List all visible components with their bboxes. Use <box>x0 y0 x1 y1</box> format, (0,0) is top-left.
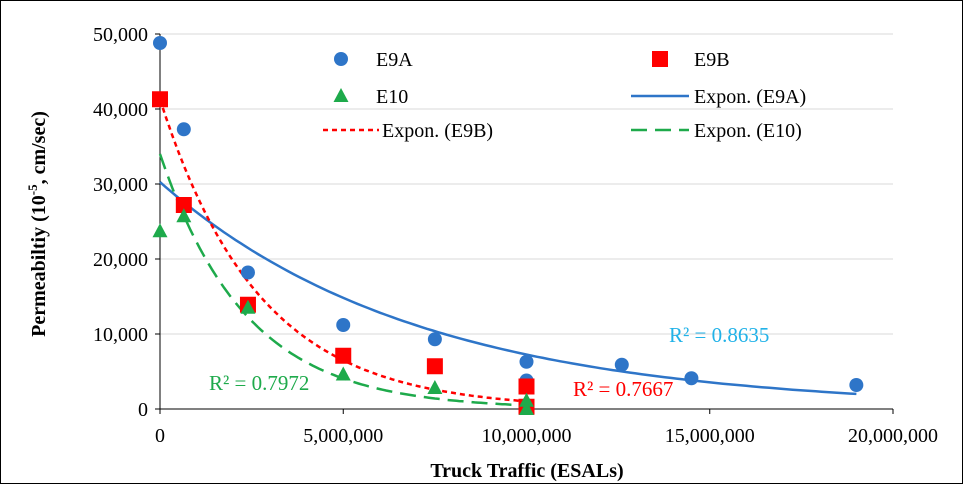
legend-label: Expon. (E9B) <box>382 120 493 142</box>
legend-label: Expon. (E9A) <box>694 86 806 108</box>
legend-marker <box>333 88 349 102</box>
x-tick-label: 15,000,000 <box>665 425 755 447</box>
legend-label: E9A <box>376 49 413 71</box>
data-point <box>519 354 534 369</box>
legend-label: E9B <box>694 49 730 71</box>
data-point <box>336 318 351 332</box>
x-axis-title: Truck Traffic (ESALs) <box>430 460 623 482</box>
tick-labels: 0 5,000,000 10,000,000 15,000,000 20,000,000… <box>93 24 938 447</box>
x-tick-label: 5,000,000 <box>303 425 383 447</box>
r2-labels: R² = 0.8635 R² = 0.7667 R² = 0.7972 <box>209 323 769 401</box>
data-point <box>519 401 534 415</box>
x-tick-label: 0 <box>155 425 165 447</box>
r2-label: R² = 0.7667 <box>573 377 673 401</box>
data-point <box>240 299 256 314</box>
data-point <box>152 91 168 108</box>
data-point <box>152 223 168 238</box>
x-tick-label: 10,000,000 <box>482 425 572 447</box>
data-point <box>684 371 699 386</box>
data-point <box>153 36 167 50</box>
data-point <box>176 122 191 137</box>
legend-label: E10 <box>376 86 408 108</box>
y-axis-title-part2: , cm/sec) <box>28 111 50 184</box>
y-tick-label: 50,000 <box>93 24 148 46</box>
data-point <box>614 357 629 372</box>
data-point <box>519 392 534 407</box>
data-point <box>849 378 864 392</box>
data-point <box>426 358 443 375</box>
legend-marker <box>334 52 348 66</box>
trendline <box>159 181 857 396</box>
data-point <box>175 197 192 213</box>
r2-label: R² = 0.8635 <box>669 323 769 347</box>
x-tick-label: 20,000,000 <box>848 425 938 447</box>
y-axis-title-exponent: -5 <box>25 184 40 195</box>
data-point <box>335 347 352 364</box>
y-axis-title: Permeabiltiy (10-5, cm/sec) <box>25 111 50 337</box>
data-point <box>518 378 535 395</box>
y-tick-label: 40,000 <box>93 99 148 121</box>
data-point <box>427 380 443 394</box>
y-tick-label: 20,000 <box>93 249 148 271</box>
legend: E9A E9B E10 Expon. (E9A) Expon. (E9B) Expon. … <box>323 49 806 142</box>
y-tick-label: 0 <box>138 399 148 421</box>
y-tick-label: 30,000 <box>93 174 148 196</box>
axis-titles: Truck Traffic (ESALs) Permeabiltiy (10-5… <box>25 111 624 482</box>
data-point <box>176 208 192 223</box>
legend-marker <box>652 51 668 67</box>
data-point <box>240 265 255 280</box>
y-tick-label: 10,000 <box>93 324 148 346</box>
r2-label: R² = 0.7972 <box>209 371 309 395</box>
trendlines <box>158 98 857 407</box>
y-axis-title-part1: Permeabiltiy (10 <box>28 195 50 337</box>
gridlines <box>160 33 893 335</box>
data-point <box>427 332 442 347</box>
data-point <box>335 366 351 381</box>
legend-label: Expon. (E10) <box>694 120 802 142</box>
data-points <box>152 36 864 415</box>
